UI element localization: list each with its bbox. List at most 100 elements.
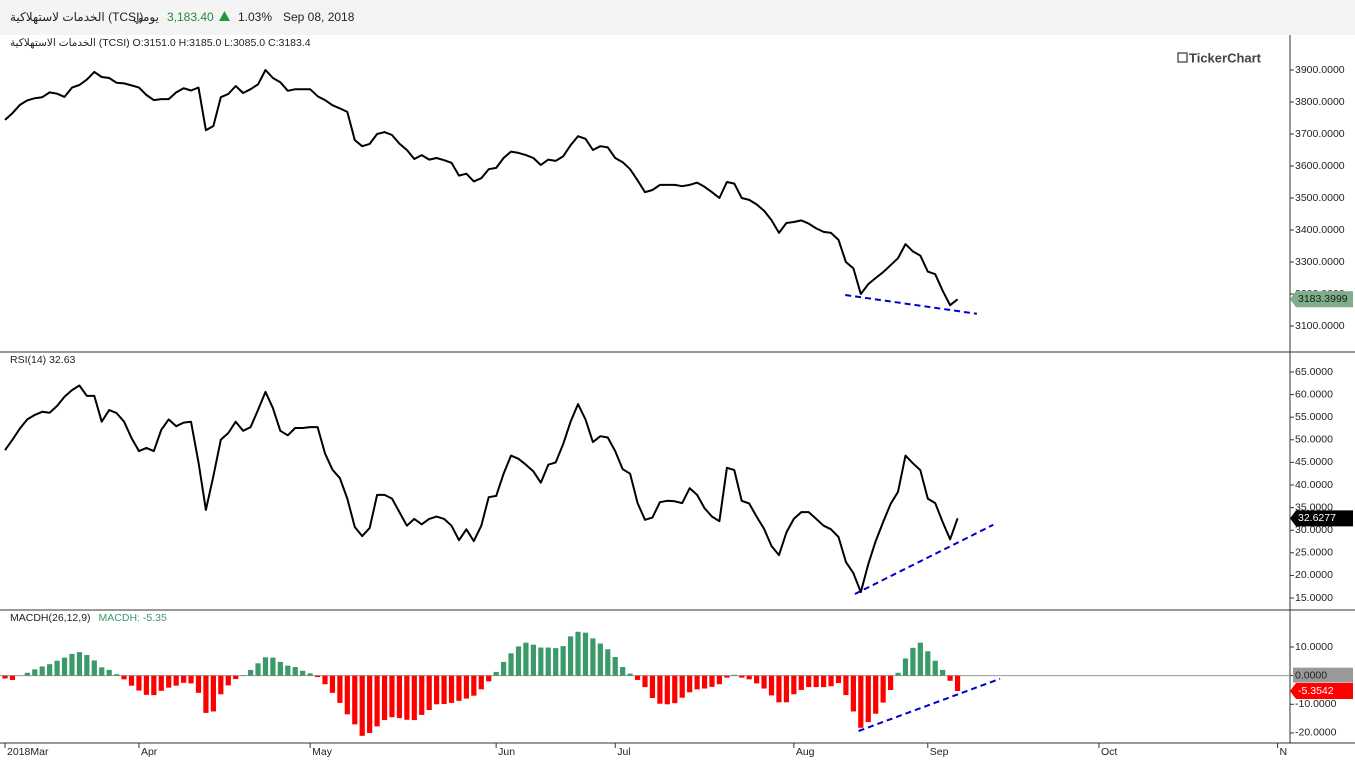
histogram-bar: [448, 675, 455, 703]
watermark: TickerChart: [1189, 50, 1262, 65]
histogram-bar: [307, 673, 313, 676]
histogram-bar: [917, 642, 923, 676]
histogram-bar: [806, 675, 812, 688]
histogram-bar: [121, 675, 127, 680]
histogram-bar: [441, 675, 447, 705]
histogram-bar: [865, 675, 871, 723]
period: يومي: [133, 10, 159, 24]
y-tick-label: 3700.0000: [1295, 128, 1345, 140]
x-tick-label: N: [1280, 746, 1288, 758]
histogram-bar: [642, 675, 648, 688]
histogram-bar: [426, 675, 432, 711]
histogram-bar: [195, 675, 202, 693]
histogram-bar: [322, 675, 328, 685]
histogram-bar: [292, 667, 298, 676]
y-tick-label: 3100.0000: [1295, 320, 1345, 332]
histogram-bar: [649, 675, 656, 698]
trendline: [854, 523, 994, 595]
x-tick-label: Jun: [498, 746, 515, 758]
y-tick-label: 20.0000: [1295, 569, 1333, 581]
histogram-bar: [627, 673, 633, 676]
histogram-bar: [151, 675, 157, 696]
histogram-bar: [553, 648, 559, 676]
histogram-bar: [590, 638, 596, 676]
histogram-bar: [761, 675, 767, 689]
histogram-bar: [32, 669, 38, 676]
histogram-bar: [672, 675, 678, 704]
histogram-bar: [821, 675, 827, 688]
histogram-bar: [724, 675, 730, 678]
histogram-bar: [545, 647, 551, 676]
histogram-bar: [895, 672, 901, 676]
x-tick-label: Aug: [796, 746, 815, 758]
y-tick-label: 30.0000: [1295, 524, 1333, 536]
y-tick-label: 65.0000: [1295, 366, 1333, 378]
histogram-bar: [2, 675, 8, 679]
histogram-bar: [233, 675, 239, 680]
histogram-bar: [679, 675, 685, 698]
histogram-bar: [367, 675, 373, 733]
histogram-bar: [143, 675, 149, 695]
histogram-bar: [575, 631, 581, 676]
histogram-bar: [255, 663, 261, 676]
y-tick-label: 3400.0000: [1295, 224, 1345, 236]
last-value-badge: [1290, 682, 1353, 699]
y-tick-label: 3600.0000: [1295, 160, 1345, 172]
histogram-bar: [247, 669, 254, 676]
histogram-bar: [612, 657, 618, 676]
histogram-bar: [828, 675, 834, 687]
histogram-bar: [493, 671, 499, 676]
histogram-bar: [798, 675, 804, 690]
histogram-bar: [597, 643, 603, 676]
price-line: [4, 384, 959, 594]
histogram-bar: [902, 658, 909, 676]
last-value-label: 3183.3999: [1298, 293, 1348, 305]
y-tick-label: 15.0000: [1295, 592, 1333, 604]
y-tick-label: 25.0000: [1295, 547, 1333, 559]
histogram-bar: [910, 647, 916, 676]
histogram-bar: [76, 652, 83, 676]
last-value-badge: [1290, 510, 1353, 527]
histogram-bar: [515, 646, 522, 676]
histogram-bar: [873, 675, 879, 714]
histogram-bar: [508, 653, 514, 676]
x-tick-label: May: [312, 746, 333, 758]
histogram-bar: [359, 675, 365, 736]
x-tick-label: Oct: [1101, 746, 1117, 758]
histogram-bar: [783, 675, 789, 703]
histogram-bar: [128, 675, 135, 686]
histogram-bar: [538, 647, 544, 676]
y-tick-label: 60.0000: [1295, 388, 1333, 400]
histogram-bar: [314, 675, 321, 678]
histogram-bar: [374, 675, 380, 727]
histogram-bar: [731, 674, 737, 676]
histogram-bar: [746, 675, 752, 680]
histogram-bar: [24, 672, 30, 676]
histogram-bar: [136, 675, 142, 691]
x-tick-label: 2018Mar: [7, 746, 49, 758]
y-tick-label: 50.0000: [1295, 434, 1333, 446]
panel-title: الخدمات الاستهلاكية (TCSI) O:3151.0 H:31…: [10, 37, 311, 49]
y-tick-label: -10.0000: [1295, 698, 1337, 710]
histogram-bar: [181, 675, 187, 683]
histogram-bar: [47, 664, 53, 676]
histogram-bar: [381, 675, 388, 721]
histogram-bar: [344, 675, 350, 715]
histogram-bar: [166, 675, 172, 688]
histogram-bar: [106, 669, 112, 676]
y-tick-label: 3500.0000: [1295, 192, 1345, 204]
histogram-bar: [754, 675, 760, 684]
histogram-bar: [567, 636, 574, 676]
trendline: [845, 294, 978, 315]
last-value-label: -5.3542: [1298, 685, 1334, 697]
histogram-bar: [39, 666, 45, 676]
header-bar: الخدمات لاستهلاكية (TCSI) يومي 3,183.40 …: [0, 0, 1355, 35]
histogram-bar: [880, 675, 886, 703]
histogram-bar: [701, 675, 708, 689]
histogram-bar: [813, 675, 819, 688]
histogram-bar: [768, 675, 775, 696]
histogram-bar: [218, 675, 224, 695]
histogram-bar: [940, 669, 946, 676]
y-tick-label: 55.0000: [1295, 411, 1333, 423]
